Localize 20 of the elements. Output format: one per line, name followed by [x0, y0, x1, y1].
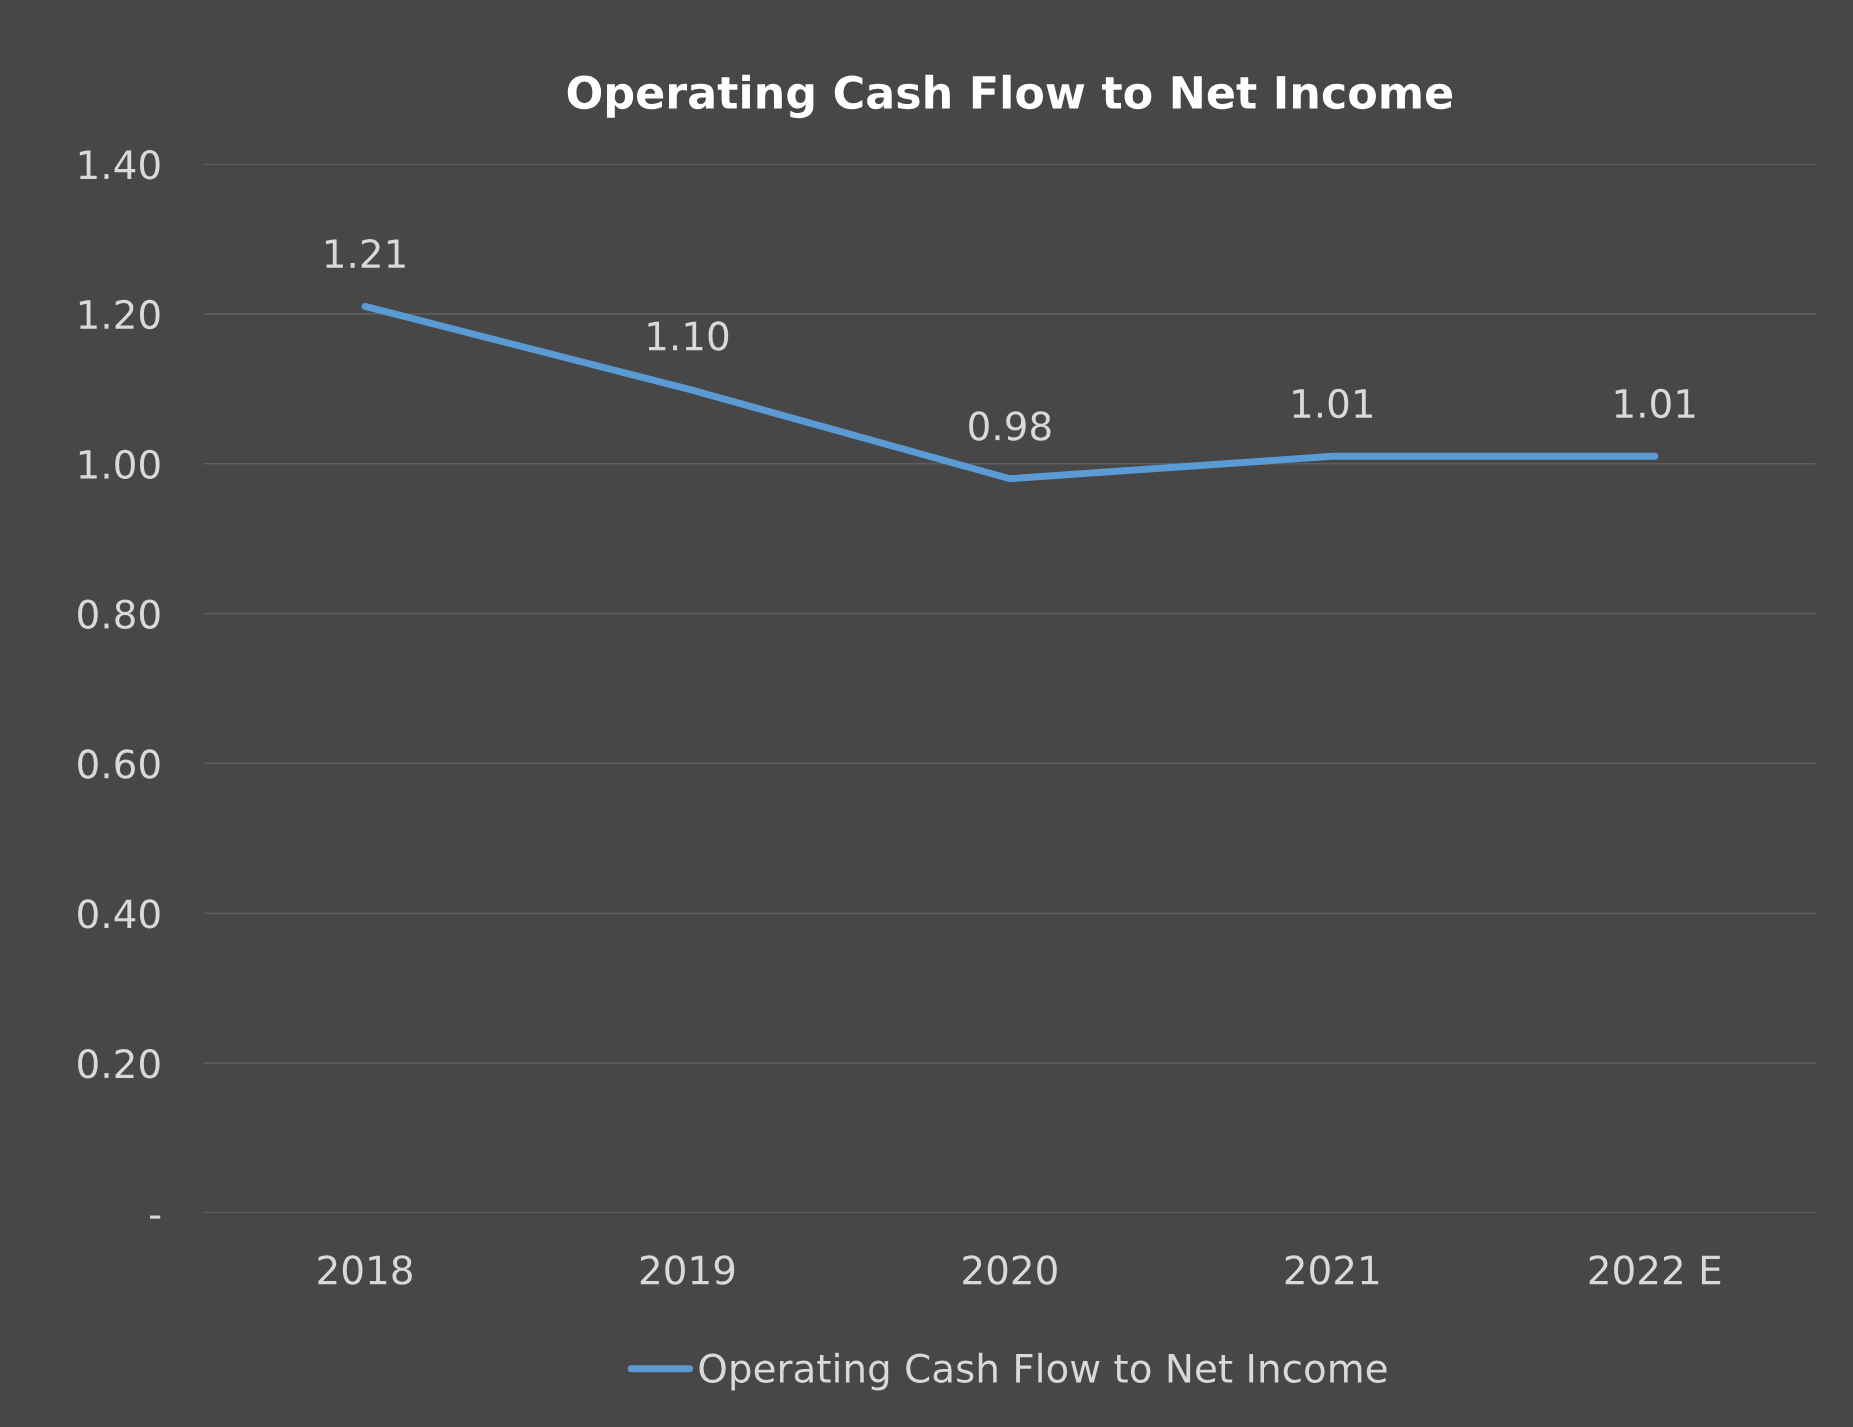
legend-label: Operating Cash Flow to Net Income	[699, 1352, 1387, 1391]
y-tick-label: 0.60	[78, 749, 160, 779]
y-tick-label: -	[150, 1215, 161, 1219]
x-tick-label: 2019	[640, 1255, 735, 1285]
y-tick-label: 1.00	[79, 449, 160, 480]
x-tick-label: 2018	[318, 1255, 412, 1285]
data-label: 1.01	[1293, 388, 1373, 419]
data-label: 0.98	[969, 411, 1051, 441]
x-tick-label: 2022 E	[1589, 1255, 1721, 1285]
data-label: 1.21	[326, 238, 405, 268]
data-label: 1.01	[1615, 388, 1695, 419]
y-tick-label: 0.80	[78, 599, 160, 629]
x-tick-label: 2021	[1285, 1255, 1379, 1285]
y-tick-label: 0.40	[78, 899, 160, 929]
y-tick-label: 1.40	[79, 150, 160, 180]
data-label: 1.10	[648, 321, 729, 351]
chart-title: Operating Cash Flow to Net Income	[567, 74, 1453, 119]
y-tick-label: 0.20	[78, 1049, 160, 1079]
y-tick-label: 1.20	[79, 299, 160, 330]
x-tick-label: 2020	[963, 1255, 1057, 1285]
